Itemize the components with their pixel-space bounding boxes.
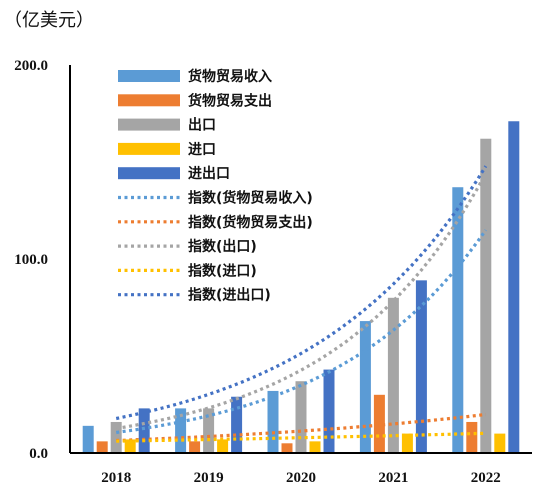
legend-swatch-series-3 [118, 118, 180, 131]
legend-label-series-3: 出口 [188, 117, 216, 134]
bar-3-2019 [203, 408, 215, 453]
bar-1-2018 [82, 425, 94, 453]
bar-3-2018 [110, 421, 122, 453]
legend-label-series-1: 货物贸易收入 [187, 68, 272, 85]
bar-2-2021 [373, 394, 385, 453]
trendline-5 [115, 165, 488, 421]
bar-3-2020 [295, 381, 307, 453]
legend-swatch-series-1 [118, 70, 180, 82]
bar-2-2019 [189, 441, 201, 453]
bar-5-2018 [138, 408, 150, 453]
bar-2-2022 [466, 421, 478, 453]
bar-3-2021 [387, 297, 399, 453]
legend-label-trend-1: 指数(货物贸易收入) [188, 190, 313, 207]
bars-layer [82, 121, 520, 453]
y-tick-label-2: 100.0 [14, 252, 48, 268]
legend-label-series-2: 货物贸易支出 [187, 92, 272, 109]
legend-label-trend-4: 指数(进口) [188, 262, 257, 279]
x-tick-label-2019: 2019 [194, 470, 224, 486]
bar-5-2019 [231, 396, 243, 453]
legend-label-series-4: 进口 [188, 142, 216, 158]
legend-label-series-5: 进出口 [188, 165, 230, 182]
bar-2-2020 [281, 443, 293, 453]
bar-5-2022 [508, 121, 520, 453]
trendline-1 [115, 229, 488, 435]
bar-1-2019 [175, 408, 187, 453]
x-tick-label-2018: 2018 [101, 470, 131, 486]
legend-label-trend-2: 指数(货物贸易支出) [188, 214, 313, 231]
bar-4-2022 [494, 433, 506, 453]
bar-3-2022 [480, 138, 492, 453]
trendline-4 [116, 431, 486, 443]
bar-5-2020 [323, 369, 335, 453]
x-tick-label-2021: 2021 [378, 470, 408, 486]
trendlines-layer [115, 165, 488, 443]
bar-1-2021 [359, 321, 371, 453]
bar-5-2021 [415, 280, 427, 453]
legend-label-trend-3: 指数(出口) [188, 238, 257, 255]
bar-4-2020 [309, 441, 321, 453]
x-tick-label-2020: 2020 [286, 470, 316, 486]
legend-label-trend-5: 指数(进出口) [188, 287, 271, 304]
axes-layer: 0.0 100.0 200.0 2018 2019 2020 2021 2022 [14, 58, 532, 486]
y-tick-label-3: 200.0 [14, 58, 48, 74]
x-tick-label-2022: 2022 [471, 470, 501, 486]
legend-swatch-series-2 [118, 94, 180, 107]
bar-2-2018 [96, 441, 108, 453]
bar-1-2022 [452, 187, 464, 453]
bar-4-2021 [401, 433, 413, 453]
y-tick-label-1: 0.0 [29, 446, 48, 462]
unit-label: （亿美元） [4, 10, 94, 31]
bar-4-2018 [124, 439, 136, 453]
bar-4-2019 [217, 439, 229, 453]
legend-swatch-series-5 [118, 167, 180, 180]
bar-1-2020 [267, 390, 279, 453]
legend-swatch-series-4 [118, 142, 180, 155]
